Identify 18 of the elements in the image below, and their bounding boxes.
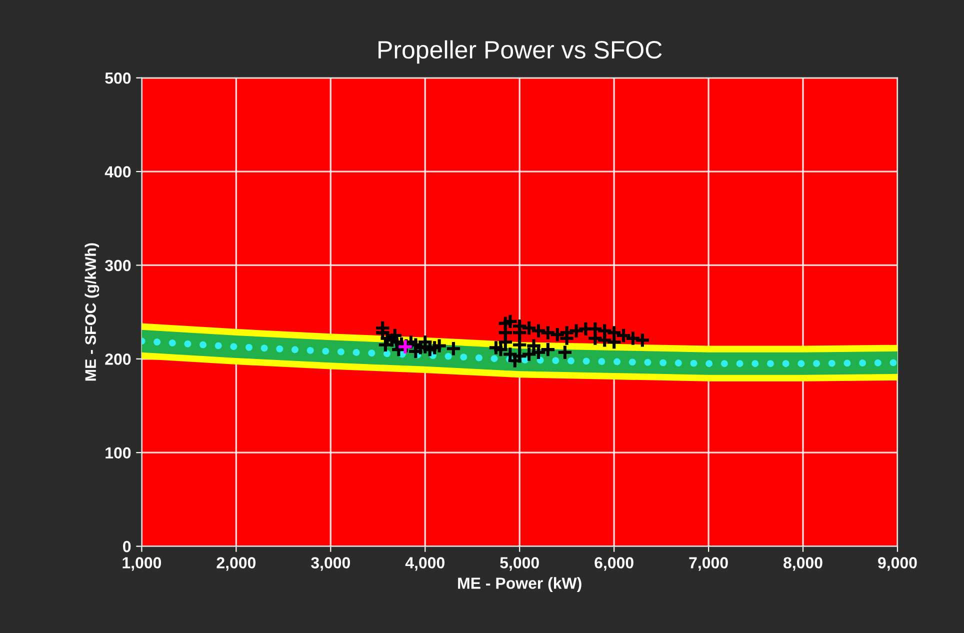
chart-title: Propeller Power vs SFOC <box>378 40 662 64</box>
y-tick-label: 400 <box>104 166 131 178</box>
x-axis-title: ME - Power (kW) <box>458 577 582 592</box>
x-tick-label: 2,000 <box>216 557 256 571</box>
y-tick-label: 500 <box>105 72 131 84</box>
y-axis-title: ME - SFOC (g/kWh) <box>84 243 100 381</box>
x-tick-label: 5,000 <box>500 557 539 571</box>
y-tick-label: 300 <box>105 260 131 272</box>
y-tick-label: 200 <box>105 354 131 365</box>
x-tick-label: 3,000 <box>311 557 350 571</box>
x-tick-label: 1,000 <box>122 557 162 571</box>
y-tick-label: 100 <box>106 447 131 459</box>
x-tick-label: 6,000 <box>594 557 634 571</box>
x-tick-label: 9,000 <box>878 557 917 571</box>
x-tick-label: 4,000 <box>405 557 444 571</box>
x-tick-label: 8,000 <box>784 557 822 571</box>
x-tick-label: 7,000 <box>689 557 728 571</box>
y-tick-label: 0 <box>123 540 131 552</box>
